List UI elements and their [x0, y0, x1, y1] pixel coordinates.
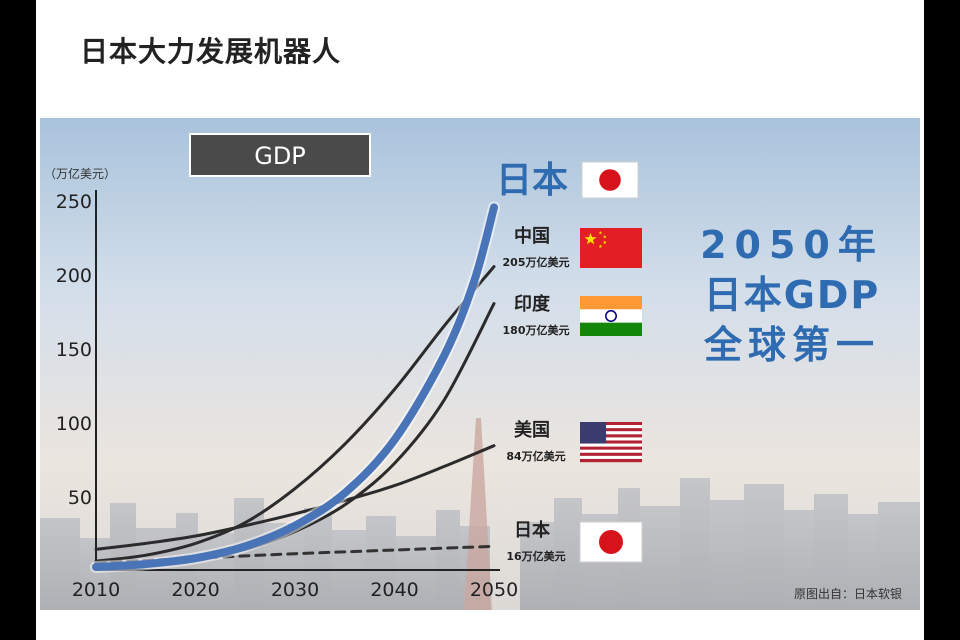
- china-flag-icon: [580, 228, 642, 268]
- skyline-building: [436, 510, 460, 610]
- x-tick-label: 2010: [72, 579, 120, 601]
- legend-sub-japan-baseline: 16万亿美元: [506, 549, 565, 563]
- chart-lines: [90, 201, 500, 573]
- japan-flag-icon: [581, 161, 639, 199]
- page: 日本大力发展机器人 250 200 150 100 50 2010 2020 2030 2040…: [36, 0, 924, 640]
- india-flag-icon: [580, 296, 642, 336]
- chart-panel: 250 200 150 100 50 2010 2020 2030 2040 2050 日本 中国 2…: [40, 118, 920, 610]
- series-line-1: [94, 265, 496, 563]
- legend-sub-india: 180万亿美元: [503, 323, 570, 337]
- legend-label-india: 印度: [514, 293, 551, 315]
- skyline-building: [366, 516, 396, 610]
- legend-sub-china: 205万亿美元: [503, 255, 570, 269]
- y-tick-label: 100: [56, 413, 92, 435]
- legend-label-usa: 美国: [514, 419, 550, 441]
- source-note: 原图出自：日本软银: [794, 587, 902, 601]
- skyline-building: [744, 484, 784, 610]
- skyline-building: [878, 502, 920, 610]
- annotation-line-2: 日本GDP: [704, 273, 881, 317]
- page-heading: 日本大力发展机器人: [80, 35, 342, 68]
- tower-silhouette: [464, 418, 492, 610]
- annotation-line-1: 2050年: [700, 223, 884, 267]
- skyline-building: [784, 510, 814, 610]
- legend-label-japan-main: 日本: [496, 160, 568, 201]
- usa-flag-icon: [580, 422, 642, 463]
- legend-label-japan-baseline: 日本: [514, 519, 550, 541]
- skyline-building: [40, 518, 80, 610]
- x-tick-label: 2030: [271, 579, 319, 601]
- x-tick-label: 2020: [171, 579, 219, 601]
- skyline-building: [848, 514, 878, 610]
- skyline-building: [554, 498, 582, 610]
- chart-title: GDP: [254, 142, 306, 170]
- y-tick-label: 50: [68, 487, 92, 509]
- series-line-japan-robotics: [92, 203, 498, 571]
- chart-title-box: [189, 133, 371, 177]
- chart-axes: 250 200 150 100 50 2010 2020 2030 2040 2050: [56, 190, 518, 601]
- skyline-building: [814, 494, 848, 610]
- japan-flag-icon: [579, 521, 643, 563]
- legend-sub-usa: 84万亿美元: [506, 449, 565, 463]
- annotation-line-3: 全球第一: [703, 323, 880, 367]
- y-tick-label: 250: [56, 191, 92, 213]
- y-unit-label: （万亿美元）: [44, 166, 116, 181]
- x-tick-label: 2050: [470, 579, 518, 601]
- y-tick-label: 200: [56, 265, 92, 287]
- skyline-building: [710, 500, 744, 610]
- series-line-3: [94, 444, 496, 551]
- skyline-building: [640, 506, 680, 610]
- x-tick-label: 2040: [370, 579, 418, 601]
- skyline-building: [680, 478, 710, 610]
- legend-label-china: 中国: [514, 225, 550, 247]
- skyline-building: [520, 522, 554, 610]
- y-tick-label: 150: [56, 339, 92, 361]
